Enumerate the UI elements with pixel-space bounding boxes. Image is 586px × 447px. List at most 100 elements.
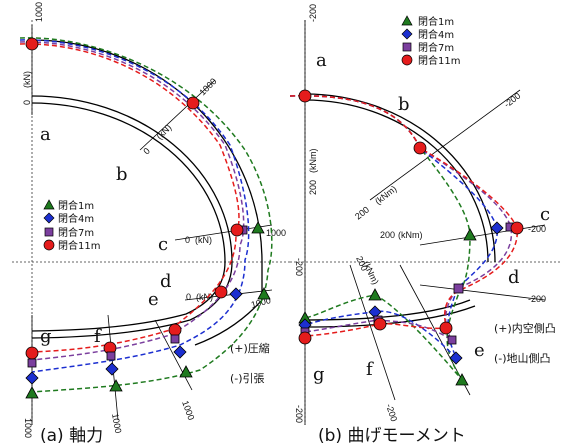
point-g: g xyxy=(313,364,325,385)
marker-7m xyxy=(447,335,457,345)
markers-b xyxy=(298,89,524,386)
point-b: b xyxy=(398,94,410,115)
marker-1m xyxy=(368,288,382,301)
lining-inner-lower-2 xyxy=(31,261,226,332)
tick-e-1: 1000 xyxy=(180,399,196,421)
marker-11m xyxy=(168,323,182,337)
curve-7m xyxy=(19,41,245,361)
lining-lower-2 xyxy=(304,305,476,328)
marker-1m xyxy=(463,228,477,241)
marker-11m xyxy=(439,321,453,335)
legend-label-11m: 閉合11m xyxy=(418,54,460,67)
curve-11m xyxy=(289,95,518,337)
legend-marker-1m xyxy=(401,15,413,26)
legend-a: 閉合1m 閉合4m 閉合7m 閉合11m xyxy=(43,199,100,252)
legend-b: 閉合1m 閉合4m 閉合7m 閉合11m xyxy=(401,15,460,67)
marker-4m xyxy=(105,362,119,376)
marker-4m xyxy=(490,221,504,235)
legend-marker-1m xyxy=(43,199,55,210)
point-a: a xyxy=(316,50,327,71)
point-a: a xyxy=(40,124,51,145)
marker-11m xyxy=(186,96,200,110)
tick-c-1: 1000 xyxy=(266,228,286,238)
marker-7m xyxy=(170,334,180,344)
marker-7m xyxy=(27,358,37,368)
point-d: d xyxy=(508,267,520,288)
point-c: c xyxy=(540,204,550,225)
tick-c-pos: 200 xyxy=(380,230,395,240)
curve-11m xyxy=(19,43,240,353)
legend-marker-4m xyxy=(43,212,55,224)
marker-1m xyxy=(179,365,193,378)
sign-note-negative: (-)地山側凸 xyxy=(494,352,551,365)
unit-e: (kNm) xyxy=(361,260,380,286)
tick-b-neg: -200 xyxy=(502,91,522,110)
curve-7m xyxy=(289,95,513,341)
point-f: f xyxy=(366,359,374,380)
point-e: e xyxy=(474,340,485,361)
unit-d: (kN) xyxy=(196,292,213,302)
marker-1m xyxy=(109,379,123,392)
marker-1m xyxy=(25,386,39,399)
panel-a: 1000 0 (kN) 1000 0 (kN) 1000 0 (kN) 1000… xyxy=(12,2,290,446)
tick-f-neg: -200 xyxy=(384,403,399,423)
axis-f xyxy=(349,264,396,401)
marker-4m xyxy=(449,351,463,365)
point-e: e xyxy=(148,289,159,310)
legend-marker-11m xyxy=(401,54,413,66)
axis-d xyxy=(184,289,273,301)
marker-4m xyxy=(229,287,243,301)
legend-marker-4m xyxy=(401,28,413,40)
tick-d-neg: -200 xyxy=(528,294,546,304)
tick-f-1: 1000 xyxy=(110,413,123,434)
tick-b-pos: 200 xyxy=(353,204,371,221)
markers-a xyxy=(25,37,271,399)
tick-g-neg: -200 xyxy=(294,405,304,423)
unit-b: (kN) xyxy=(154,122,173,141)
axis-b xyxy=(369,89,521,201)
curve-4m xyxy=(19,39,250,373)
marker-4m xyxy=(173,345,187,359)
lining-inner-upper-2 xyxy=(31,102,226,263)
axis-e xyxy=(154,319,193,391)
legend-label-4m: 閉合4m xyxy=(58,212,94,225)
marker-7m xyxy=(453,283,464,294)
point-f: f xyxy=(94,326,102,347)
caption-a: (a) 軸力 xyxy=(40,426,103,446)
marker-1m xyxy=(455,373,469,386)
unit-a: (kN) xyxy=(22,71,32,88)
tick-c-0: 0 xyxy=(185,235,190,245)
point-d: d xyxy=(160,271,172,292)
marker-11m xyxy=(214,285,228,299)
tick-a-top: -200 xyxy=(308,4,318,22)
lining-inner-upper-1 xyxy=(31,95,233,263)
unit-c: (kNm) xyxy=(398,230,423,240)
marker-7m xyxy=(106,351,116,361)
lining-outer-upper xyxy=(304,93,496,263)
tick-a-0: 0 xyxy=(22,100,32,105)
tick-a-1: 1000 xyxy=(34,2,44,22)
lining-inner-upper xyxy=(304,99,489,263)
tick-d-0: 0 xyxy=(186,292,191,302)
legend-marker-7m xyxy=(44,227,54,237)
marker-11m xyxy=(373,317,387,331)
legend-label-4m: 閉合4m xyxy=(418,28,454,41)
sign-note-positive: (+)圧縮 xyxy=(230,341,270,355)
unit-b: (kNm) xyxy=(373,184,398,207)
marker-11m xyxy=(25,346,39,360)
lining-lower-1 xyxy=(304,299,471,321)
axis-b xyxy=(139,79,216,151)
tick-g-pos: -200 xyxy=(294,258,304,276)
legend-marker-7m xyxy=(402,42,412,52)
marker-4m xyxy=(25,371,39,385)
marker-1m xyxy=(257,287,271,300)
marker-11m xyxy=(230,223,244,237)
sign-note-positive: (+)内空側凸 xyxy=(494,321,556,335)
tick-b-0: 0 xyxy=(141,146,152,157)
marker-11m xyxy=(510,221,524,235)
marker-1m xyxy=(251,221,265,234)
marker-11m xyxy=(298,89,312,103)
legend-label-11m: 閉合11m xyxy=(58,239,100,252)
legend-label-1m: 閉合1m xyxy=(58,199,94,212)
